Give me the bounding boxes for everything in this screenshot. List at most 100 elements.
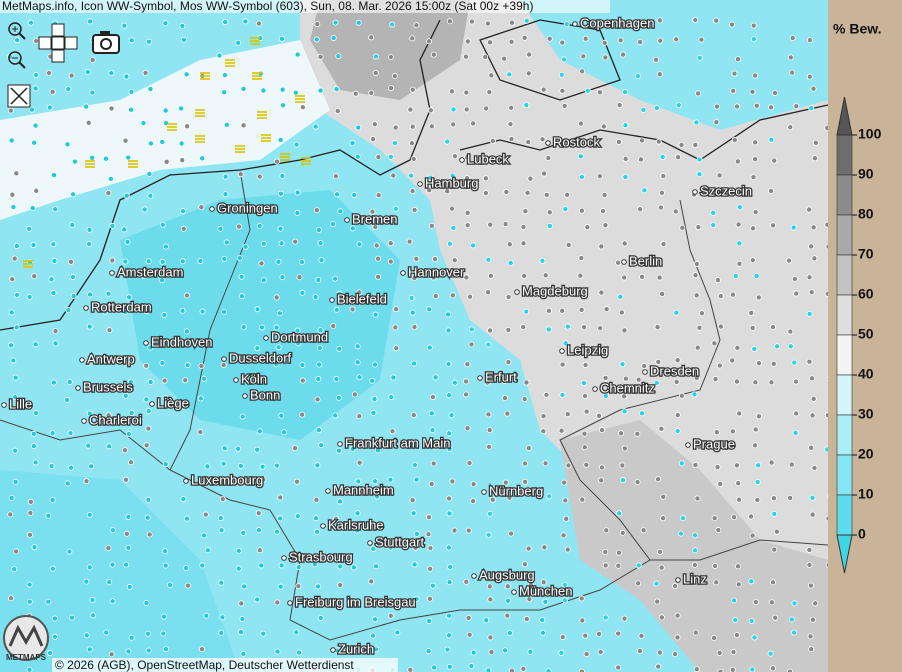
weather-symbol <box>674 412 681 419</box>
weather-symbol <box>143 396 150 403</box>
weather-symbol <box>431 664 438 671</box>
weather-symbol <box>486 583 493 590</box>
weather-symbol <box>47 649 54 656</box>
weather-symbol <box>506 71 513 78</box>
weather-symbol <box>694 495 701 502</box>
weather-symbol <box>546 222 553 229</box>
fullscreen[interactable] <box>7 84 31 108</box>
weather-symbol <box>562 497 569 504</box>
cloud-area <box>560 420 828 672</box>
weather-symbol <box>235 445 242 452</box>
weather-symbol <box>710 209 717 216</box>
weather-symbol <box>330 34 337 41</box>
weather-symbol <box>317 87 324 94</box>
weather-symbol <box>337 208 344 215</box>
weather-symbol <box>147 379 154 386</box>
weather-symbol <box>318 257 325 264</box>
weather-symbol <box>9 276 16 283</box>
weather-symbol <box>444 188 451 195</box>
weather-symbol <box>198 646 205 653</box>
weather-symbol <box>487 510 494 517</box>
weather-symbol <box>622 89 629 96</box>
zoom-in[interactable] <box>8 22 26 40</box>
weather-symbol <box>711 340 718 347</box>
weather-symbol <box>279 274 286 281</box>
weather-symbol <box>7 107 14 114</box>
weather-symbol <box>108 105 115 112</box>
zoom-out[interactable] <box>8 51 26 69</box>
weather-symbol <box>143 362 150 369</box>
city-marker <box>330 647 336 653</box>
weather-symbol <box>448 88 455 95</box>
weather-symbol <box>653 56 660 63</box>
weather-symbol <box>487 327 494 334</box>
weather-symbol <box>596 173 603 180</box>
weather-symbol <box>715 527 722 534</box>
city-label: Copenhagen <box>580 15 654 30</box>
pan[interactable] <box>38 23 78 63</box>
city-marker <box>481 489 487 495</box>
weather-symbol <box>446 445 453 452</box>
weather-symbol <box>506 241 513 248</box>
screenshot[interactable] <box>92 31 120 54</box>
weather-symbol <box>808 646 815 653</box>
weather-symbol <box>521 34 528 41</box>
weather-symbol <box>748 578 755 585</box>
weather-symbol <box>375 273 382 280</box>
weather-symbol <box>236 223 243 230</box>
weather-symbol <box>275 344 282 351</box>
city-marker <box>233 377 239 383</box>
weather-symbol <box>486 427 493 434</box>
weather-symbol <box>429 394 436 401</box>
weather-symbol <box>256 223 263 230</box>
weather-symbol <box>559 307 566 314</box>
weather-symbol <box>392 205 399 212</box>
weather-symbol <box>313 207 320 214</box>
weather-symbol <box>356 374 363 381</box>
weather-symbol <box>122 392 129 399</box>
weather-symbol <box>467 293 474 300</box>
city-label: München <box>519 583 572 598</box>
weather-symbol <box>413 476 420 483</box>
weather-symbol <box>83 578 90 585</box>
weather-symbol <box>45 512 52 519</box>
weather-symbol <box>617 293 624 300</box>
city-marker <box>221 356 227 362</box>
weather-symbol <box>583 461 590 468</box>
weather-symbol <box>716 172 723 179</box>
weather-symbol <box>541 544 548 551</box>
weather-symbol <box>539 617 546 624</box>
weather-symbol <box>539 629 546 636</box>
weather-symbol <box>806 546 813 553</box>
city-label: Augsburg <box>479 567 535 582</box>
city-label: Chemnitz <box>600 380 655 395</box>
city-marker <box>75 385 81 391</box>
weather-symbol <box>260 240 267 247</box>
weather-symbol <box>102 308 109 315</box>
weather-symbol <box>806 561 813 568</box>
weather-symbol <box>180 208 187 215</box>
weather-symbol <box>748 513 755 520</box>
weather-symbol <box>809 412 816 419</box>
weather-symbol <box>527 175 534 182</box>
weather-symbol <box>280 102 287 109</box>
weather-symbol <box>336 290 343 297</box>
weather-symbol <box>337 582 344 589</box>
weather-symbol <box>163 158 170 165</box>
weather-symbol <box>579 292 586 299</box>
city-label: Mannheim <box>333 482 394 497</box>
weather-symbol <box>791 359 798 366</box>
weather-symbol <box>558 427 565 434</box>
weather-symbol <box>426 595 433 602</box>
weather-symbol <box>33 71 40 78</box>
weather-symbol <box>543 191 550 198</box>
weather-symbol <box>219 614 226 621</box>
weather-symbol <box>356 241 363 248</box>
weather-symbol <box>487 39 494 46</box>
weather-symbol <box>466 460 473 467</box>
weather-symbol <box>638 410 645 417</box>
weather-symbol <box>617 37 624 44</box>
weather-symbol <box>337 600 344 607</box>
weather-symbol <box>7 595 14 602</box>
weather-symbol <box>506 494 513 501</box>
